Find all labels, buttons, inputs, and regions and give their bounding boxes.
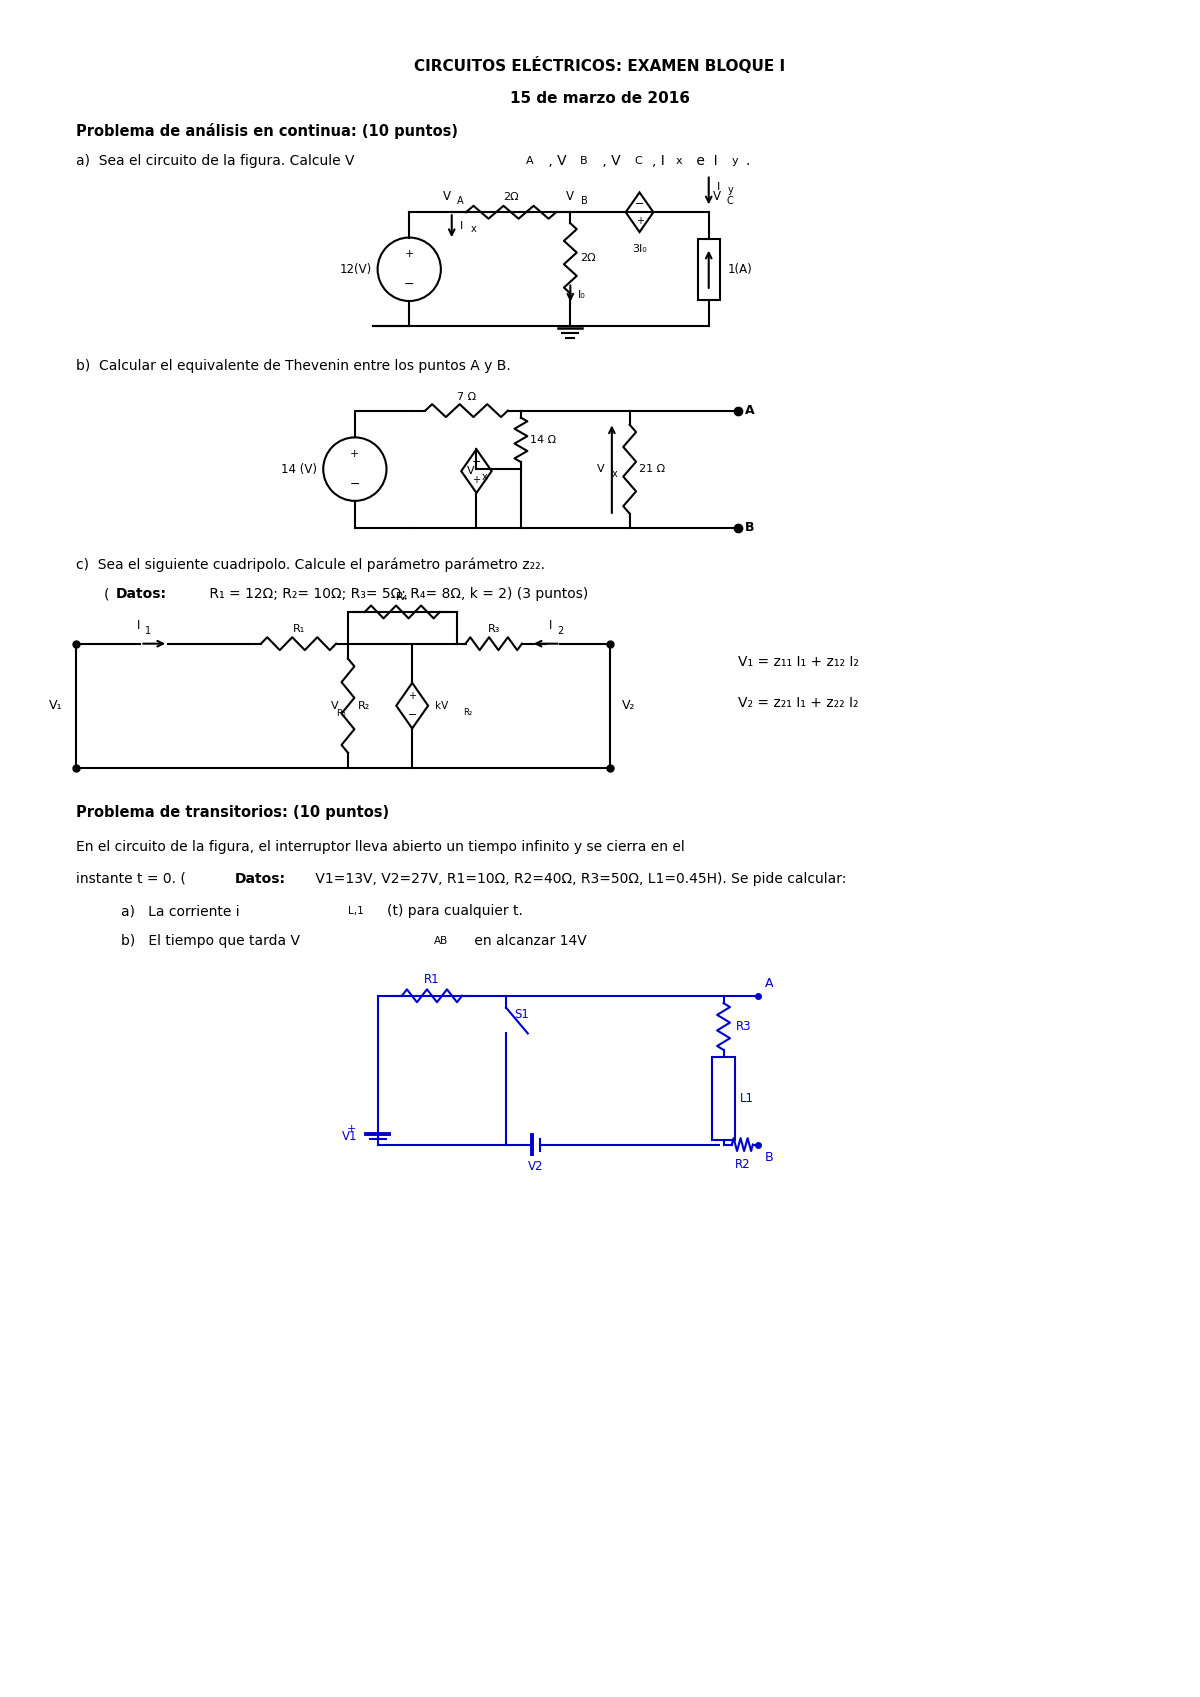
Text: 1(A): 1(A) [727, 263, 752, 277]
Text: V₁: V₁ [49, 699, 62, 713]
Text: −: − [472, 456, 481, 467]
Text: Datos:: Datos: [234, 872, 286, 886]
Text: A: A [457, 197, 464, 207]
Text: 3I₀: 3I₀ [632, 244, 647, 255]
Text: I: I [460, 221, 463, 231]
Bar [698, 239, 720, 300]
Text: I: I [137, 619, 140, 631]
Text: V: V [566, 190, 575, 204]
Text: −: − [635, 199, 644, 209]
Text: +: + [473, 475, 480, 485]
Text: V1=13V, V2=27V, R1=10Ω, R2=40Ω, R3=50Ω, L1=0.45H). Se pide calcular:: V1=13V, V2=27V, R1=10Ω, R2=40Ω, R3=50Ω, … [311, 872, 847, 886]
Text: +: + [404, 249, 414, 260]
Text: C: C [726, 197, 733, 207]
Text: Datos:: Datos: [115, 587, 167, 601]
Text: 12(V): 12(V) [340, 263, 372, 277]
Text: +: + [408, 691, 416, 701]
Text: B: B [581, 156, 588, 166]
Text: L,1: L,1 [348, 906, 364, 916]
Text: B: B [745, 521, 755, 535]
Text: +: + [636, 216, 643, 226]
Text: R3: R3 [736, 1020, 751, 1033]
Text: I: I [716, 183, 720, 192]
Text: V: V [467, 467, 474, 477]
Text: A: A [766, 977, 774, 989]
Text: x: x [470, 224, 476, 234]
Text: V1: V1 [342, 1130, 358, 1144]
Text: +: + [350, 450, 360, 458]
Text: A: A [745, 404, 755, 417]
Text: L1: L1 [740, 1091, 755, 1105]
Text: 15 de marzo de 2016: 15 de marzo de 2016 [510, 90, 690, 105]
Text: R₂: R₂ [463, 708, 472, 718]
Text: AB: AB [434, 937, 448, 947]
Text: V: V [443, 190, 451, 204]
Text: −: − [408, 711, 416, 720]
Text: V: V [330, 701, 338, 711]
Text: CIRCUITOS ELÉCTRICOS: EXAMEN BLOQUE I: CIRCUITOS ELÉCTRICOS: EXAMEN BLOQUE I [414, 58, 786, 75]
Text: b)  Calcular el equivalente de Thevenin entre los puntos A y B.: b) Calcular el equivalente de Thevenin e… [76, 360, 511, 373]
Text: V₂ = z₂₁ I₁ + z₂₂ I₂: V₂ = z₂₁ I₁ + z₂₂ I₂ [738, 696, 859, 711]
Text: 14 Ω: 14 Ω [530, 434, 556, 445]
Text: B: B [581, 197, 588, 207]
Text: R₃: R₃ [487, 624, 500, 633]
Text: , V: , V [598, 154, 620, 168]
Bar [712, 1057, 736, 1140]
Text: R₂: R₂ [336, 709, 346, 718]
Text: R2: R2 [734, 1159, 750, 1171]
Text: y: y [727, 185, 733, 195]
Text: 21 Ω: 21 Ω [638, 465, 665, 473]
Text: .: . [745, 154, 750, 168]
Text: x: x [676, 156, 683, 166]
Text: C: C [635, 156, 642, 166]
Text: R₁: R₁ [293, 624, 305, 633]
Text: V₁ = z₁₁ I₁ + z₁₂ I₂: V₁ = z₁₁ I₁ + z₁₂ I₂ [738, 655, 859, 669]
Text: R₂: R₂ [358, 701, 370, 711]
Text: V₂: V₂ [622, 699, 635, 713]
Text: R1: R1 [424, 972, 439, 986]
Text: I₀: I₀ [578, 290, 586, 300]
Text: y: y [732, 156, 738, 166]
Text: Problema de transitorios: (10 puntos): Problema de transitorios: (10 puntos) [76, 804, 389, 820]
Text: V: V [713, 190, 721, 204]
Text: −: − [349, 479, 360, 490]
Text: x: x [481, 472, 487, 482]
Text: (: ( [104, 587, 109, 601]
Text: I: I [548, 619, 552, 631]
Text: A: A [526, 156, 534, 166]
Text: (t) para cualquier t.: (t) para cualquier t. [388, 905, 523, 918]
Text: R₁ = 12Ω; R₂= 10Ω; R₃= 5Ω; R₄= 8Ω, k = 2) (3 puntos): R₁ = 12Ω; R₂= 10Ω; R₃= 5Ω; R₄= 8Ω, k = 2… [205, 587, 588, 601]
Text: e  I: e I [692, 154, 718, 168]
Text: 2: 2 [557, 626, 564, 636]
Text: kV: kV [436, 701, 449, 711]
Text: , V: , V [544, 154, 566, 168]
Text: 14 (V): 14 (V) [281, 463, 317, 475]
Text: en alcanzar 14V: en alcanzar 14V [469, 935, 587, 949]
Text: V2: V2 [528, 1161, 544, 1173]
Text: b)   El tiempo que tarda V: b) El tiempo que tarda V [121, 935, 300, 949]
Text: a)   La corriente i: a) La corriente i [121, 905, 239, 918]
Text: B: B [766, 1151, 774, 1164]
Text: 7 Ω: 7 Ω [457, 392, 476, 402]
Text: x: x [612, 468, 618, 479]
Text: 2Ω: 2Ω [503, 192, 518, 202]
Text: instante t = 0. (: instante t = 0. ( [76, 872, 186, 886]
Text: 1: 1 [145, 626, 151, 636]
Text: , I: , I [653, 154, 665, 168]
Text: En el circuito de la figura, el interruptor lleva abierto un tiempo infinito y s: En el circuito de la figura, el interrup… [76, 840, 685, 854]
Text: +: + [347, 1123, 356, 1134]
Text: c)  Sea el siguiente cuadripolo. Calcule el parámetro parámetro z₂₂.: c) Sea el siguiente cuadripolo. Calcule … [76, 557, 545, 572]
Text: a)  Sea el circuito de la figura. Calcule V: a) Sea el circuito de la figura. Calcule… [76, 154, 355, 168]
Text: S1: S1 [514, 1008, 529, 1020]
Text: R₄: R₄ [396, 592, 408, 602]
Text: 2Ω: 2Ω [581, 253, 596, 263]
Text: V: V [598, 465, 605, 473]
Text: Problema de análisis en continua: (10 puntos): Problema de análisis en continua: (10 pu… [76, 122, 458, 139]
Text: −: − [404, 278, 414, 290]
